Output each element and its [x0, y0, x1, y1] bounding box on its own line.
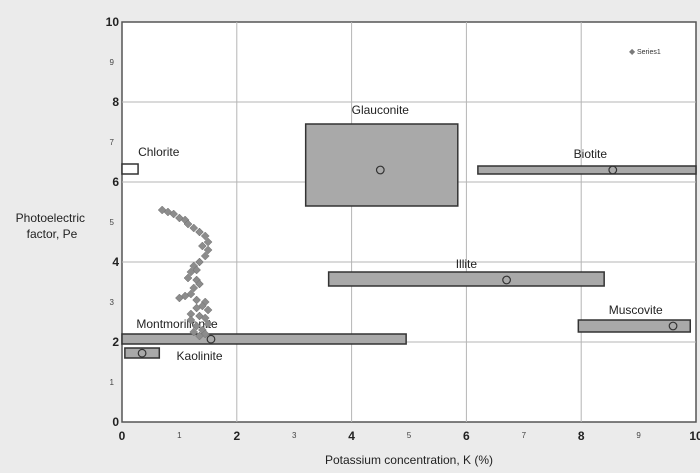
- legend-marker: ◆: [629, 47, 636, 56]
- x-tick-label: 10: [689, 429, 700, 443]
- montmorillonite-range: [121, 333, 407, 345]
- kaolinite-center-marker: [137, 348, 147, 358]
- series1-point: [186, 267, 196, 277]
- x-axis-label: Potassium concentration, K (%): [325, 453, 493, 467]
- series1-points: [157, 205, 213, 341]
- series1-point: [189, 223, 199, 233]
- illite-label: Illite: [456, 257, 478, 271]
- biotite-range: [477, 165, 697, 175]
- x-tick-label: 4: [348, 429, 355, 443]
- series1-point: [186, 315, 196, 325]
- plot-area: [121, 21, 697, 423]
- series1-point: [169, 209, 179, 219]
- illite-range: [327, 271, 605, 287]
- chlorite-label: Chlorite: [138, 145, 180, 159]
- x-tick-label: 1: [177, 431, 182, 440]
- y-tick-label: 0: [112, 415, 119, 429]
- muscovite-center-marker: [668, 321, 678, 331]
- y-tick-label: 10: [106, 15, 120, 29]
- muscovite-range: [577, 319, 692, 333]
- y-axis-label-line-1: Photoelectric: [16, 211, 85, 225]
- y-tick-label: 6: [112, 175, 119, 189]
- kaolinite-label: Kaolinite: [177, 349, 223, 363]
- chlorite-range: [121, 163, 139, 175]
- x-tick-label: 9: [636, 431, 641, 440]
- mineral-ranges: Glauconite Biotite Chlorite Illite Muscovite…: [121, 103, 697, 363]
- illite-center-marker: [502, 275, 511, 285]
- x-tick-label: 2: [233, 429, 240, 443]
- series1-point: [203, 319, 213, 329]
- x-tick-label: 3: [292, 431, 297, 440]
- series1-point: [175, 293, 184, 303]
- muscovite-label: Muscovite: [609, 303, 663, 317]
- series1-point: [203, 245, 213, 255]
- series1-point: [195, 227, 204, 237]
- y-tick-label: 9: [110, 58, 115, 67]
- series1-point: [195, 331, 204, 341]
- legend: ◆ Series1: [629, 47, 661, 56]
- x-tick-label: 6: [463, 429, 470, 443]
- y-tick-label: 4: [112, 255, 119, 269]
- series1-point: [200, 231, 210, 241]
- glauconite-range: [304, 123, 459, 207]
- x-tick-label: 0: [119, 429, 126, 443]
- legend-label: Series1: [637, 49, 661, 56]
- series1-point: [189, 327, 199, 337]
- glauconite-label: Glauconite: [352, 103, 410, 117]
- series1-point: [203, 305, 213, 315]
- series1-point: [183, 219, 193, 229]
- y-tick-label: 7: [110, 138, 115, 147]
- glauconite-center-marker: [375, 165, 385, 175]
- y-axis-label: Photoelectric factor, Pe: [16, 211, 89, 241]
- y-axis-label-line-2: factor, Pe: [27, 227, 78, 241]
- y-tick-label: 3: [110, 298, 115, 307]
- series1-point: [195, 257, 204, 267]
- series1-point: [200, 313, 210, 323]
- biotite-label: Biotite: [574, 147, 608, 161]
- x-tick-label: 7: [522, 431, 527, 440]
- biotite-center-marker: [608, 165, 618, 175]
- tick-labels: 0 2 4 6 8 10 1 3 5 7 9 0 2 4 6 8 10 1 3 5 7 9: [106, 15, 700, 443]
- series1-point: [200, 251, 210, 261]
- x-tick-label: 8: [578, 429, 585, 443]
- series1-point: [192, 303, 201, 313]
- series1-point: [198, 241, 207, 251]
- series1-point: [183, 273, 193, 283]
- series1-point: [192, 321, 201, 331]
- series1-point: [189, 283, 199, 293]
- y-tick-label: 2: [112, 335, 119, 349]
- montmorillonite-center-marker: [206, 334, 216, 344]
- y-tick-label: 8: [112, 95, 119, 109]
- kaolinite-range: [124, 347, 161, 359]
- y-tick-label: 5: [110, 218, 115, 227]
- x-tick-label: 5: [407, 431, 412, 440]
- y-tick-label: 1: [110, 378, 115, 387]
- series1-point: [195, 279, 204, 289]
